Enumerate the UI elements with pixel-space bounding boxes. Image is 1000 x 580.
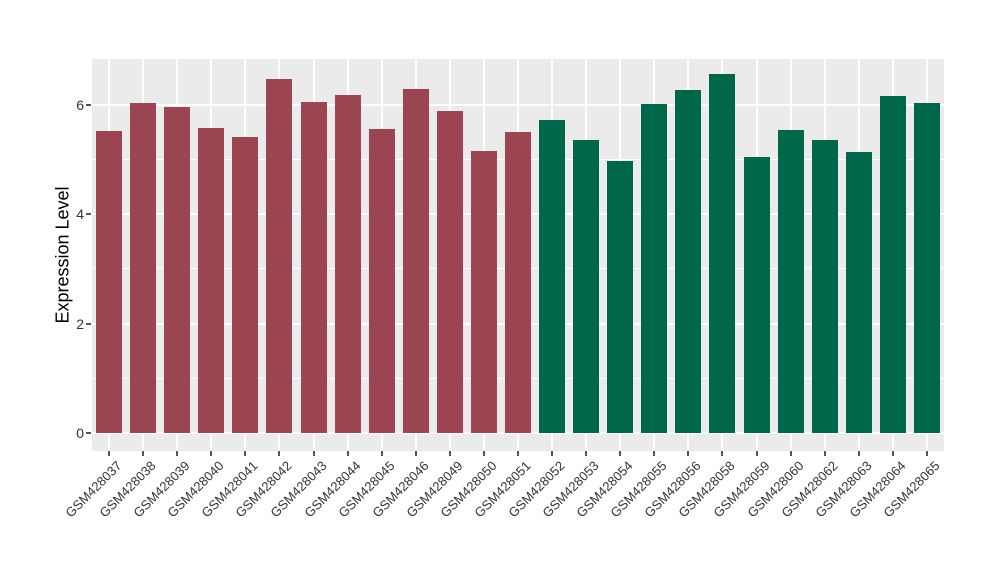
bar-GSM428063 [845, 151, 872, 433]
bar-GSM428052 [539, 120, 566, 433]
x-tick-mark [142, 451, 145, 456]
x-tick-mark [210, 451, 213, 456]
x-tick-mark [585, 451, 588, 456]
x-tick-mark [857, 451, 860, 456]
x-tick-mark [925, 451, 928, 456]
x-tick-mark [482, 451, 485, 456]
x-tick-mark [551, 451, 554, 456]
y-tick-label: 4 [76, 206, 84, 222]
bar-GSM428042 [266, 78, 293, 433]
plot-panel [92, 59, 944, 451]
x-tick-mark [380, 451, 383, 456]
y-tick-label: 0 [76, 425, 84, 441]
bar-GSM428039 [164, 107, 191, 433]
x-tick-mark [278, 451, 281, 456]
x-tick-mark [312, 451, 315, 456]
bar-GSM428062 [811, 139, 838, 433]
bar-GSM428051 [505, 131, 531, 433]
bar-GSM428058 [709, 73, 736, 433]
y-tick-mark [86, 322, 91, 325]
x-tick-mark [244, 451, 247, 456]
bar-GSM428045 [368, 129, 395, 433]
x-tick-mark [823, 451, 826, 456]
bar-GSM428065 [913, 103, 940, 433]
bar-GSM428055 [641, 103, 668, 433]
x-tick-mark [346, 451, 349, 456]
x-tick-mark [755, 451, 758, 456]
x-tick-mark [619, 451, 622, 456]
y-tick-mark [86, 432, 91, 434]
x-tick-mark [448, 451, 451, 456]
y-tick-mark [86, 213, 91, 215]
x-tick-mark [789, 451, 792, 456]
y-tick-label: 6 [76, 96, 84, 113]
bar-GSM428043 [300, 102, 327, 433]
bar-GSM428059 [743, 157, 770, 433]
bar-GSM428041 [232, 136, 259, 433]
bar-GSM428046 [402, 89, 429, 433]
x-tick-mark [891, 451, 894, 456]
y-tick-label: 2 [76, 315, 84, 332]
bar-GSM428064 [879, 96, 906, 433]
x-tick-mark [653, 451, 656, 456]
x-tick-mark [517, 451, 519, 456]
bar-GSM428044 [334, 95, 361, 433]
x-tick-mark [176, 451, 179, 456]
bar-GSM428060 [777, 129, 804, 433]
bar-GSM428049 [436, 111, 463, 433]
x-tick-mark [414, 451, 417, 456]
bar-GSM428056 [675, 90, 702, 433]
bar-GSM428053 [573, 139, 600, 433]
y-tick-mark [86, 103, 91, 106]
bar-GSM428037 [96, 130, 123, 433]
x-tick-mark [687, 451, 690, 456]
bar-GSM428038 [130, 102, 157, 433]
x-tick-mark [721, 451, 724, 456]
x-tick-mark [108, 451, 111, 456]
bar-GSM428050 [470, 151, 497, 433]
bar-GSM428054 [607, 160, 634, 433]
bar-GSM428040 [198, 128, 225, 433]
